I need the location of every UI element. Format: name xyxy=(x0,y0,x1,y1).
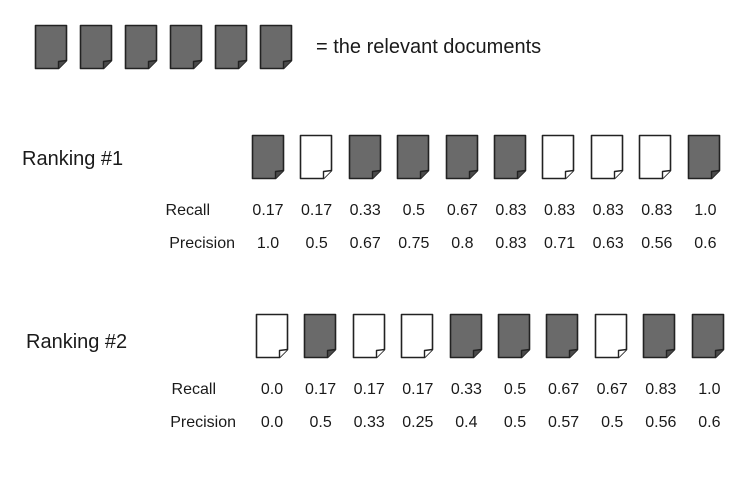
relevant-document-icon xyxy=(546,313,579,359)
precision-value: 0.63 xyxy=(592,235,624,252)
recall-value: 0.83 xyxy=(641,202,673,219)
recall-value: 0.67 xyxy=(548,381,580,398)
recall-value: 0.17 xyxy=(353,381,385,398)
nonrelevant-document-icon xyxy=(255,313,289,359)
precision-value: 0.6 xyxy=(694,235,717,252)
nonrelevant-document-icon xyxy=(542,134,575,180)
ranking-1-precision-row: Precision 1.0 0.5 0.67 0.75 0.8 0.83 0.71 0.63 0… xyxy=(0,235,756,255)
precision-value: 0.75 xyxy=(398,235,430,252)
precision-value: 0.5 xyxy=(503,414,527,431)
precision-label: Precision xyxy=(169,235,235,252)
recall-label: Recall xyxy=(171,381,216,398)
ranking-1-recall-row: Recall 0.17 0.17 0.33 0.5 0.67 0.83 0.83 0.83 0.… xyxy=(0,202,756,222)
recall-value: 1.0 xyxy=(698,381,721,398)
precision-value: 0.4 xyxy=(455,414,478,431)
ranking-2-label: Ranking #2 xyxy=(26,331,128,353)
nonrelevant-document-icon xyxy=(638,134,672,180)
precision-label: Precision xyxy=(170,414,236,431)
recall-value: 0.17 xyxy=(402,381,434,398)
precision-value: 0.67 xyxy=(349,235,381,252)
recall-value: 0.67 xyxy=(446,202,478,219)
relevant-document-icon xyxy=(124,24,158,70)
ranking-1-label: Ranking #1 xyxy=(22,148,124,170)
relevant-document-icon xyxy=(449,313,482,359)
nonrelevant-document-icon xyxy=(300,134,333,180)
relevant-document-icon xyxy=(259,24,293,70)
relevant-document-icon xyxy=(497,313,531,359)
nonrelevant-document-icon xyxy=(352,313,386,359)
precision-value: 0.5 xyxy=(305,235,328,252)
ranking-2-recall-row: Recall 0.0 0.17 0.17 0.17 0.33 0.5 0.67 0.67 0.8… xyxy=(0,381,756,401)
ranking-2-documents xyxy=(255,313,725,359)
legend: = the relevant documents xyxy=(34,24,541,70)
relevant-document-icon xyxy=(214,24,248,70)
recall-value: 0.33 xyxy=(450,381,482,398)
precision-value: 0.25 xyxy=(402,414,434,431)
precision-value: 0.33 xyxy=(353,414,385,431)
legend-text: = the relevant documents xyxy=(316,35,542,58)
relevant-document-icon xyxy=(396,134,430,180)
recall-value: 0.17 xyxy=(305,381,337,398)
ranking-2-precision-row: Precision 0.0 0.5 0.33 0.25 0.4 0.5 0.57 0.5 0.5… xyxy=(0,414,756,434)
precision-value: 0.83 xyxy=(495,235,527,252)
relevant-document-icon xyxy=(493,134,527,180)
recall-value: 0.83 xyxy=(544,202,576,219)
precision-value: 0.56 xyxy=(645,414,677,431)
relevant-document-icon xyxy=(79,24,113,70)
precision-value: 0.57 xyxy=(548,414,580,431)
relevant-document-icon xyxy=(304,313,337,359)
relevant-document-icon xyxy=(34,24,68,70)
recall-value: 0.67 xyxy=(596,381,628,398)
recall-value: 1.0 xyxy=(694,202,717,219)
legend-documents xyxy=(34,24,293,70)
relevant-document-icon xyxy=(169,24,203,70)
relevant-document-icon xyxy=(642,313,676,359)
precision-value: 0.56 xyxy=(641,235,673,252)
relevant-document-icon xyxy=(687,134,720,180)
nonrelevant-document-icon xyxy=(594,313,628,359)
relevant-document-icon xyxy=(348,134,382,180)
recall-label: Recall xyxy=(165,202,210,219)
relevant-document-icon xyxy=(445,134,478,180)
precision-value: 0.5 xyxy=(601,414,624,431)
precision-value: 1.0 xyxy=(256,235,280,252)
recall-value: 0.33 xyxy=(349,202,381,219)
recall-value: 0.83 xyxy=(592,202,624,219)
recall-value: 0.17 xyxy=(301,202,333,219)
precision-value: 0.8 xyxy=(451,235,474,252)
precision-value: 0.6 xyxy=(698,414,721,431)
nonrelevant-document-icon xyxy=(400,313,434,359)
recall-value: 0.5 xyxy=(503,381,527,398)
nonrelevant-document-icon xyxy=(590,134,624,180)
relevant-document-icon xyxy=(691,313,724,359)
recall-value: 0.17 xyxy=(252,202,284,219)
recall-value: 0.83 xyxy=(645,381,677,398)
recall-value: 0.83 xyxy=(495,202,527,219)
recall-value: 0.0 xyxy=(260,381,284,398)
recall-value: 0.5 xyxy=(402,202,425,219)
relevant-document-icon xyxy=(251,134,285,180)
precision-value: 0.71 xyxy=(544,235,576,252)
precision-value: 0.5 xyxy=(309,414,332,431)
precision-value: 0.0 xyxy=(260,414,284,431)
ranking-1-documents xyxy=(251,134,721,180)
